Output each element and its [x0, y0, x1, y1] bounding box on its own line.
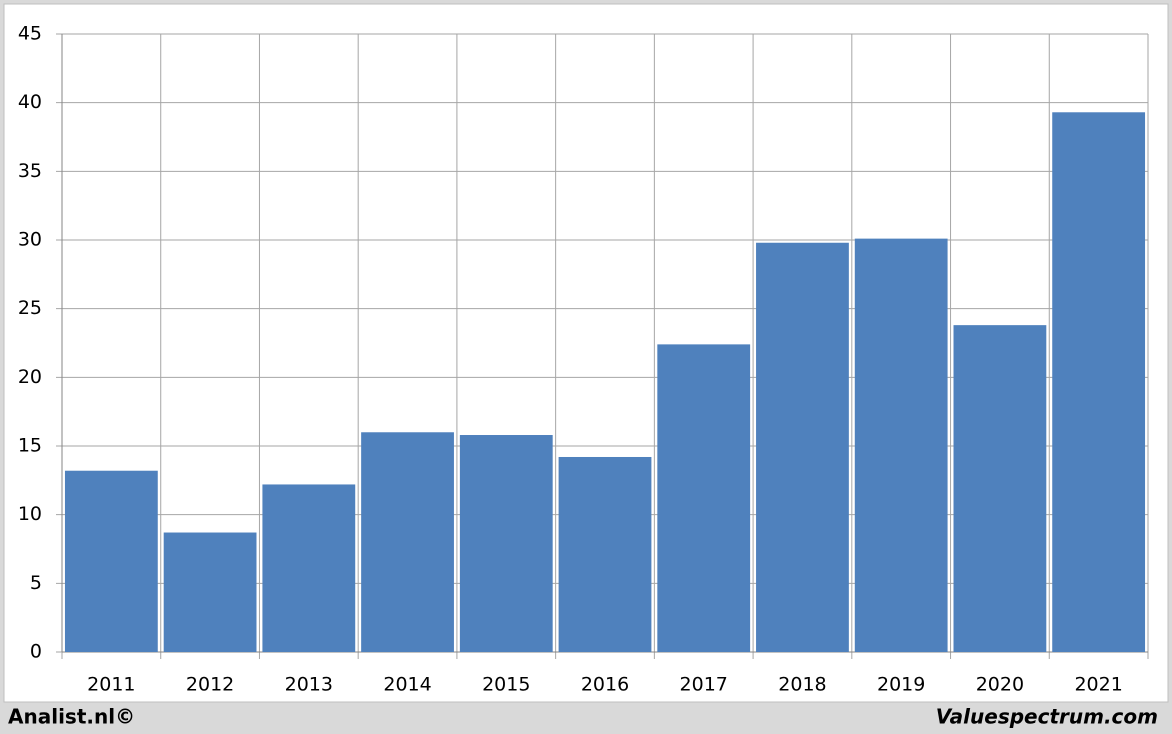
bar: [657, 344, 751, 652]
bar: [854, 238, 948, 653]
bar: [756, 242, 849, 652]
x-tick-label: 2018: [778, 674, 826, 696]
bar: [558, 456, 652, 652]
y-tick-label: 35: [18, 160, 42, 182]
x-tick-label: 2019: [877, 674, 925, 696]
x-tick-label: 2021: [1074, 674, 1122, 696]
x-tick-label: 2020: [976, 674, 1024, 696]
bar: [262, 484, 356, 652]
y-tick-label: 5: [30, 572, 42, 594]
footer-left: Analist.nl©: [8, 705, 135, 729]
footer-right: Valuespectrum.com: [936, 705, 1158, 729]
bar: [953, 325, 1047, 652]
x-tick-label: 2012: [186, 674, 234, 696]
bar: [361, 432, 454, 652]
y-tick-label: 20: [18, 366, 42, 388]
x-tick-label: 2015: [482, 674, 530, 696]
x-tick-label: 2013: [285, 674, 333, 696]
y-tick-label: 30: [18, 229, 42, 251]
x-tick-label: 2011: [87, 674, 135, 696]
y-tick-label: 40: [18, 91, 42, 113]
y-tick-label: 10: [18, 503, 42, 525]
y-tick-label: 45: [18, 23, 42, 45]
x-tick-label: 2016: [581, 674, 629, 696]
x-tick-label: 2014: [383, 674, 431, 696]
bar: [163, 532, 257, 652]
bar: [64, 470, 158, 652]
x-tick-label: 2017: [680, 674, 728, 696]
y-tick-label: 15: [18, 435, 42, 457]
bar: [1052, 112, 1146, 652]
y-tick-label: 0: [30, 641, 42, 663]
bar: [459, 435, 553, 652]
y-tick-label: 25: [18, 297, 42, 319]
